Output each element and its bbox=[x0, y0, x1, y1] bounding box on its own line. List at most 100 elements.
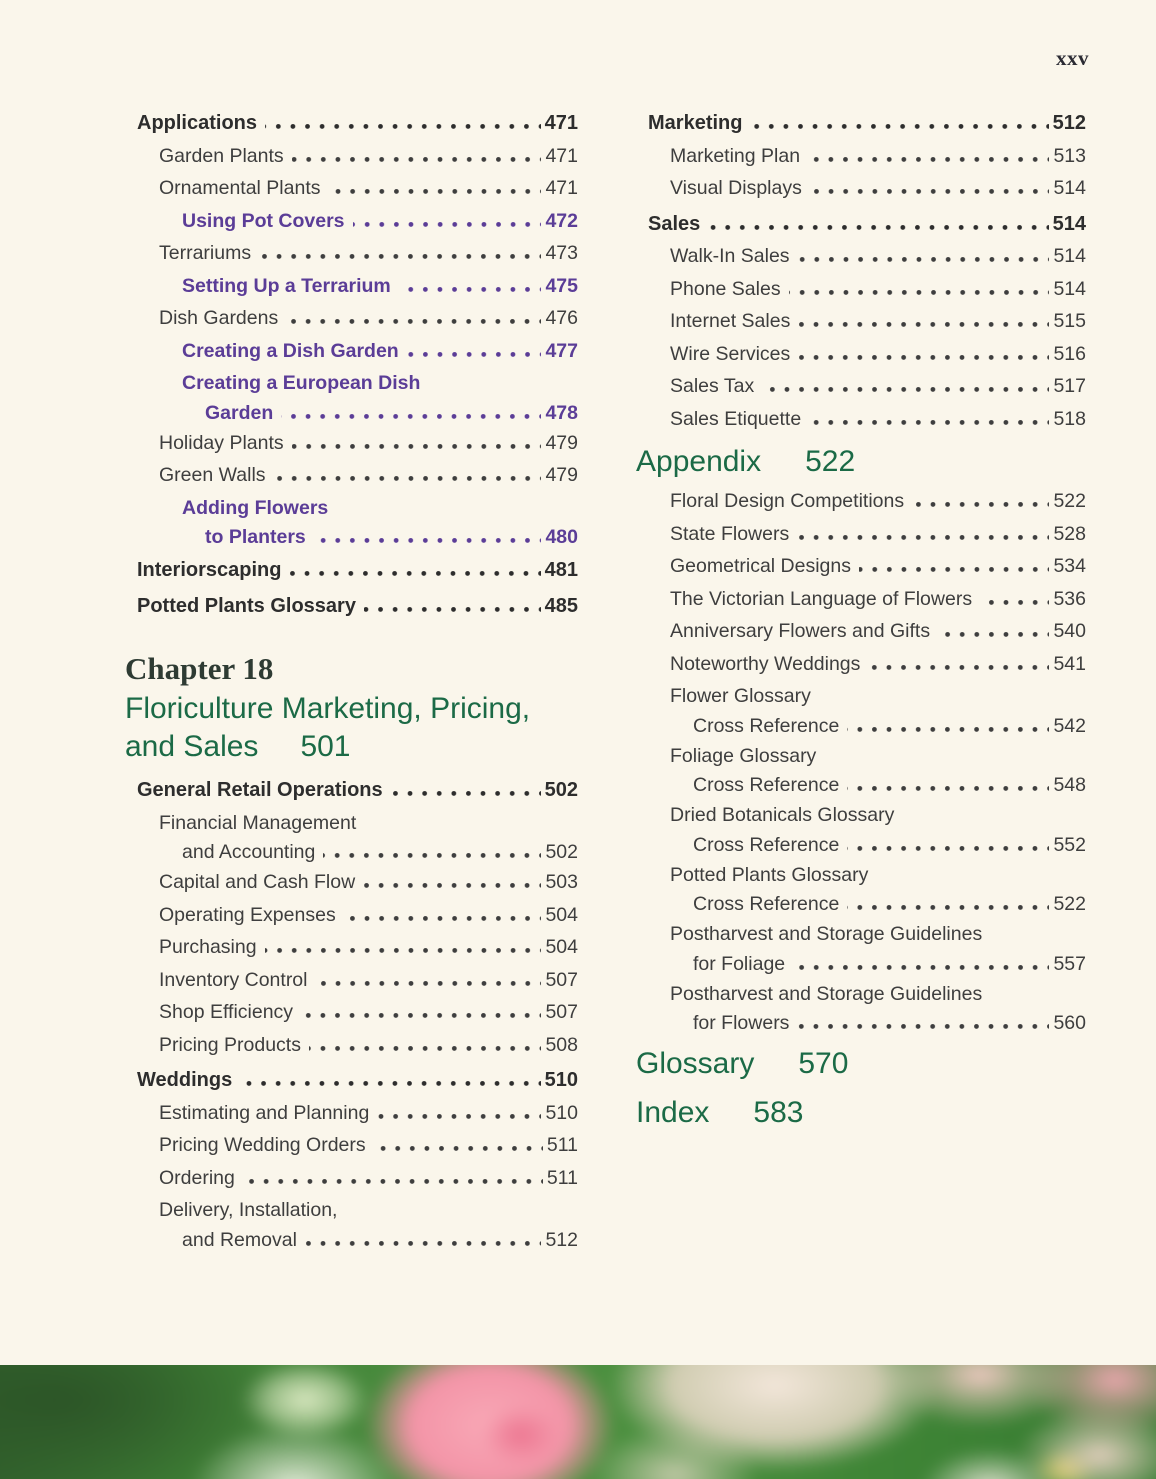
toc-entry-label: Visual Displays bbox=[670, 177, 802, 199]
toc-entry: Pricing Products 508 bbox=[137, 1029, 578, 1062]
toc-entry-label: Phone Sales bbox=[670, 277, 781, 300]
toc-entry: Garden Plants 471 bbox=[137, 140, 578, 173]
toc-entry-page-number: 522 bbox=[1053, 490, 1086, 512]
dot-leader bbox=[286, 319, 542, 324]
toc-entry-page-number: 479 bbox=[545, 431, 578, 454]
toc-entry-label: Potted Plants Glossary bbox=[670, 863, 869, 886]
dot-leader bbox=[797, 534, 1050, 540]
toc-entry-label-continued: Cross Reference bbox=[693, 774, 840, 796]
toc-entry-label: Marketing Plan bbox=[670, 144, 801, 167]
toc-entry: Adding Flowers to Planters 480 bbox=[137, 492, 578, 552]
toc-entry-page-number: 513 bbox=[1053, 144, 1086, 167]
toc-entry-label: Inventory Control bbox=[159, 968, 308, 991]
toc-entry-label: Foliage Glossary bbox=[670, 744, 817, 767]
toc-entry: Setting Up a Terrarium 475 bbox=[137, 270, 578, 303]
toc-entry: Using Pot Covers 472 bbox=[137, 205, 578, 238]
toc-entry-page-number: 478 bbox=[545, 401, 578, 424]
toc-entry: Ordering 511 bbox=[137, 1162, 578, 1195]
toc-entry-label: Setting Up a Terrarium bbox=[182, 274, 391, 297]
dot-leader bbox=[352, 221, 542, 227]
part-heading: Index 583 bbox=[636, 1091, 1086, 1135]
dot-leader bbox=[291, 443, 542, 449]
dot-leader bbox=[259, 254, 542, 259]
chapter-heading: Chapter 18 Floriculture Marketing, Pricin… bbox=[125, 648, 578, 766]
dot-leader bbox=[912, 502, 1050, 507]
dot-leader bbox=[390, 791, 541, 796]
part-page-number: 583 bbox=[753, 1096, 804, 1129]
toc-entry-wrap-line: to Planters 480 bbox=[182, 524, 578, 551]
chapter-title-line: Floriculture Marketing, Pricing, bbox=[125, 692, 531, 725]
dot-leader bbox=[304, 1240, 542, 1246]
dot-leader bbox=[240, 1081, 541, 1086]
toc-entry: Sales Tax 517 bbox=[648, 370, 1086, 403]
toc-entry: Potted Plants Glossary 485 bbox=[137, 590, 578, 623]
toc-entry-page-number: 548 bbox=[1053, 774, 1086, 796]
toc-entry-label-continued: to Planters bbox=[205, 526, 306, 548]
toc-entry-label: Pricing Wedding Orders bbox=[159, 1134, 366, 1156]
toc-entry: Estimating and Planning 510 bbox=[137, 1097, 578, 1130]
chapter-title-text: and Sales bbox=[125, 730, 259, 763]
dot-leader bbox=[281, 413, 542, 419]
toc-entry-label: Terrariums bbox=[159, 242, 252, 264]
toc-entry-page-number: 542 bbox=[1053, 714, 1086, 737]
part-heading: Appendix 522 bbox=[636, 440, 1086, 484]
chapter-page-number: 501 bbox=[300, 730, 351, 763]
dot-leader bbox=[265, 124, 541, 129]
toc-entry-label-continued: Garden bbox=[205, 401, 274, 424]
toc-entry-label: Capital and Cash Flow bbox=[159, 871, 356, 893]
toc-entry: Visual Displays 514 bbox=[648, 172, 1086, 205]
toc-entry: Marketing Plan 513 bbox=[648, 140, 1086, 173]
toc-entry: Green Walls 479 bbox=[137, 459, 578, 492]
dot-leader bbox=[797, 1024, 1050, 1029]
toc-entry-wrap-line: and Accounting 502 bbox=[159, 839, 578, 866]
toc-entry: Flower Glossary Cross Reference 542 bbox=[648, 680, 1086, 740]
toc-entry-page-number: 541 bbox=[1053, 652, 1086, 675]
toc-entry-label: Geometrical Designs bbox=[670, 555, 851, 577]
toc-entry-label: Creating a Dish Garden bbox=[182, 339, 399, 362]
toc-entry-label: Shop Efficiency bbox=[159, 1001, 294, 1023]
dot-leader bbox=[793, 964, 1050, 970]
toc-entry: State Flowers 528 bbox=[648, 518, 1086, 551]
toc-entry-wrap-line: Cross Reference 548 bbox=[670, 772, 1086, 799]
toc-entry-page-number: 481 bbox=[544, 559, 578, 581]
toc-entry-page-number: 473 bbox=[545, 242, 578, 264]
dot-leader bbox=[750, 124, 1049, 129]
dot-leader bbox=[847, 726, 1050, 732]
toc-entry-page-number: 477 bbox=[545, 339, 578, 362]
toc-entry: Walk-In Sales 514 bbox=[648, 240, 1086, 273]
toc-entry-label: Walk-In Sales bbox=[670, 245, 790, 267]
toc-entry-label: Financial Management bbox=[159, 811, 357, 834]
toc-entry-page-number: 471 bbox=[545, 144, 578, 167]
dot-leader bbox=[868, 664, 1050, 670]
toc-entry-wrap-line: Cross Reference 552 bbox=[670, 832, 1086, 859]
toc-entry-label: Purchasing bbox=[159, 936, 257, 958]
toc-entry-label: Adding Flowers bbox=[182, 496, 329, 519]
toc-entry-page-number: 479 bbox=[545, 464, 578, 486]
toc-entry-label: Postharvest and Storage Guidelines bbox=[670, 982, 983, 1005]
toc-entry-label: Using Pot Covers bbox=[182, 209, 345, 232]
dot-leader bbox=[373, 1146, 543, 1151]
dot-leader bbox=[762, 387, 1050, 392]
toc-entry-page-number: 514 bbox=[1053, 277, 1086, 300]
toc-entry: Wire Services 516 bbox=[648, 338, 1086, 371]
toc-entry-label-continued: and Removal bbox=[182, 1228, 297, 1251]
dot-leader bbox=[377, 1113, 542, 1119]
toc-entry-label: Pricing Products bbox=[159, 1033, 301, 1056]
toc-entry: Geometrical Designs 534 bbox=[648, 550, 1086, 583]
toc-entry: The Victorian Language of Flowers 536 bbox=[648, 583, 1086, 616]
toc-entry-page-number: 528 bbox=[1053, 522, 1086, 545]
chapter-title: Floriculture Marketing, Pricing, and Sale… bbox=[125, 690, 578, 766]
toc-entry: Sales Etiquette 518 bbox=[648, 403, 1086, 436]
toc-entry: Dried Botanicals Glossary Cross Reference… bbox=[648, 799, 1086, 859]
toc-entry-label: Applications bbox=[137, 112, 258, 134]
toc-entry-page-number: 502 bbox=[544, 779, 578, 801]
toc-entry: Operating Expenses 504 bbox=[137, 899, 578, 932]
toc-entry-label: Noteworthy Weddings bbox=[670, 652, 861, 675]
toc-entry-wrap-line: Cross Reference 542 bbox=[670, 713, 1086, 740]
toc-entry-label: Weddings bbox=[137, 1069, 233, 1091]
toc-entry: Creating a Dish Garden 477 bbox=[137, 335, 578, 368]
toc-entry-page-number: 516 bbox=[1053, 342, 1086, 365]
toc-entry-label-continued: Cross Reference bbox=[693, 893, 840, 915]
part-label: Appendix bbox=[636, 445, 762, 478]
toc-entry-page-number: 534 bbox=[1053, 555, 1086, 577]
